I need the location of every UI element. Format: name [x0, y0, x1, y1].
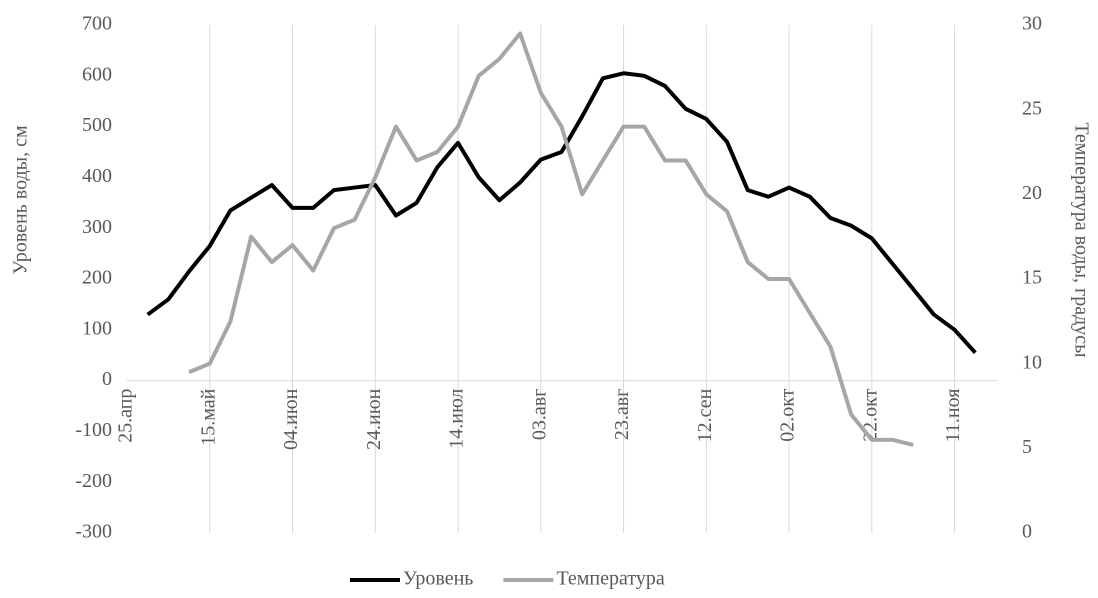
y-tick-label: 400 [82, 165, 112, 187]
x-tick-label: 12.сен [694, 388, 716, 442]
y2-axis-label: Температура воды, градусы [1070, 122, 1092, 357]
x-tick-label: 03.авг [528, 389, 550, 441]
y-tick-label: 100 [82, 317, 112, 339]
y-axis-label: Уровень воды, см [10, 125, 32, 275]
legend-label: Температура [556, 568, 664, 590]
x-tick-label: 11.ноя [942, 389, 964, 443]
y-tick-label: -300 [75, 521, 112, 543]
y2-tick-label: 25 [1022, 97, 1042, 119]
x-tick-label: 23.авг [611, 389, 633, 441]
x-tick-label: 25.апр [115, 389, 137, 443]
x-tick-label: 04.июн [280, 388, 302, 450]
line-series [188, 31, 914, 447]
x-tick-label: 22.окт [859, 388, 881, 441]
x-tick-label: 24.июн [363, 388, 385, 450]
y-tick-label: -200 [75, 470, 112, 492]
x-tick-label: 14.июл [446, 389, 468, 449]
line-series [146, 71, 977, 355]
y2-tick-label: 15 [1022, 267, 1042, 289]
y-tick-label: -100 [75, 419, 112, 441]
y2-tick-label: 20 [1022, 182, 1042, 204]
y-tick-label: 500 [82, 114, 112, 136]
x-tick-label: 15.май [197, 388, 219, 445]
y-tick-label: 200 [82, 267, 112, 289]
y-tick-label: 300 [82, 216, 112, 238]
y2-tick-label: 0 [1022, 521, 1032, 543]
x-tick-label: 02.окт [777, 388, 799, 441]
y2-tick-label: 5 [1022, 436, 1032, 458]
y2-tick-label: 30 [1022, 13, 1042, 35]
legend-label: Уровень [403, 568, 473, 590]
y-tick-label: 0 [102, 368, 112, 390]
y-tick-label: 700 [82, 13, 112, 35]
y-tick-label: 600 [82, 63, 112, 85]
y2-tick-label: 10 [1022, 351, 1042, 373]
